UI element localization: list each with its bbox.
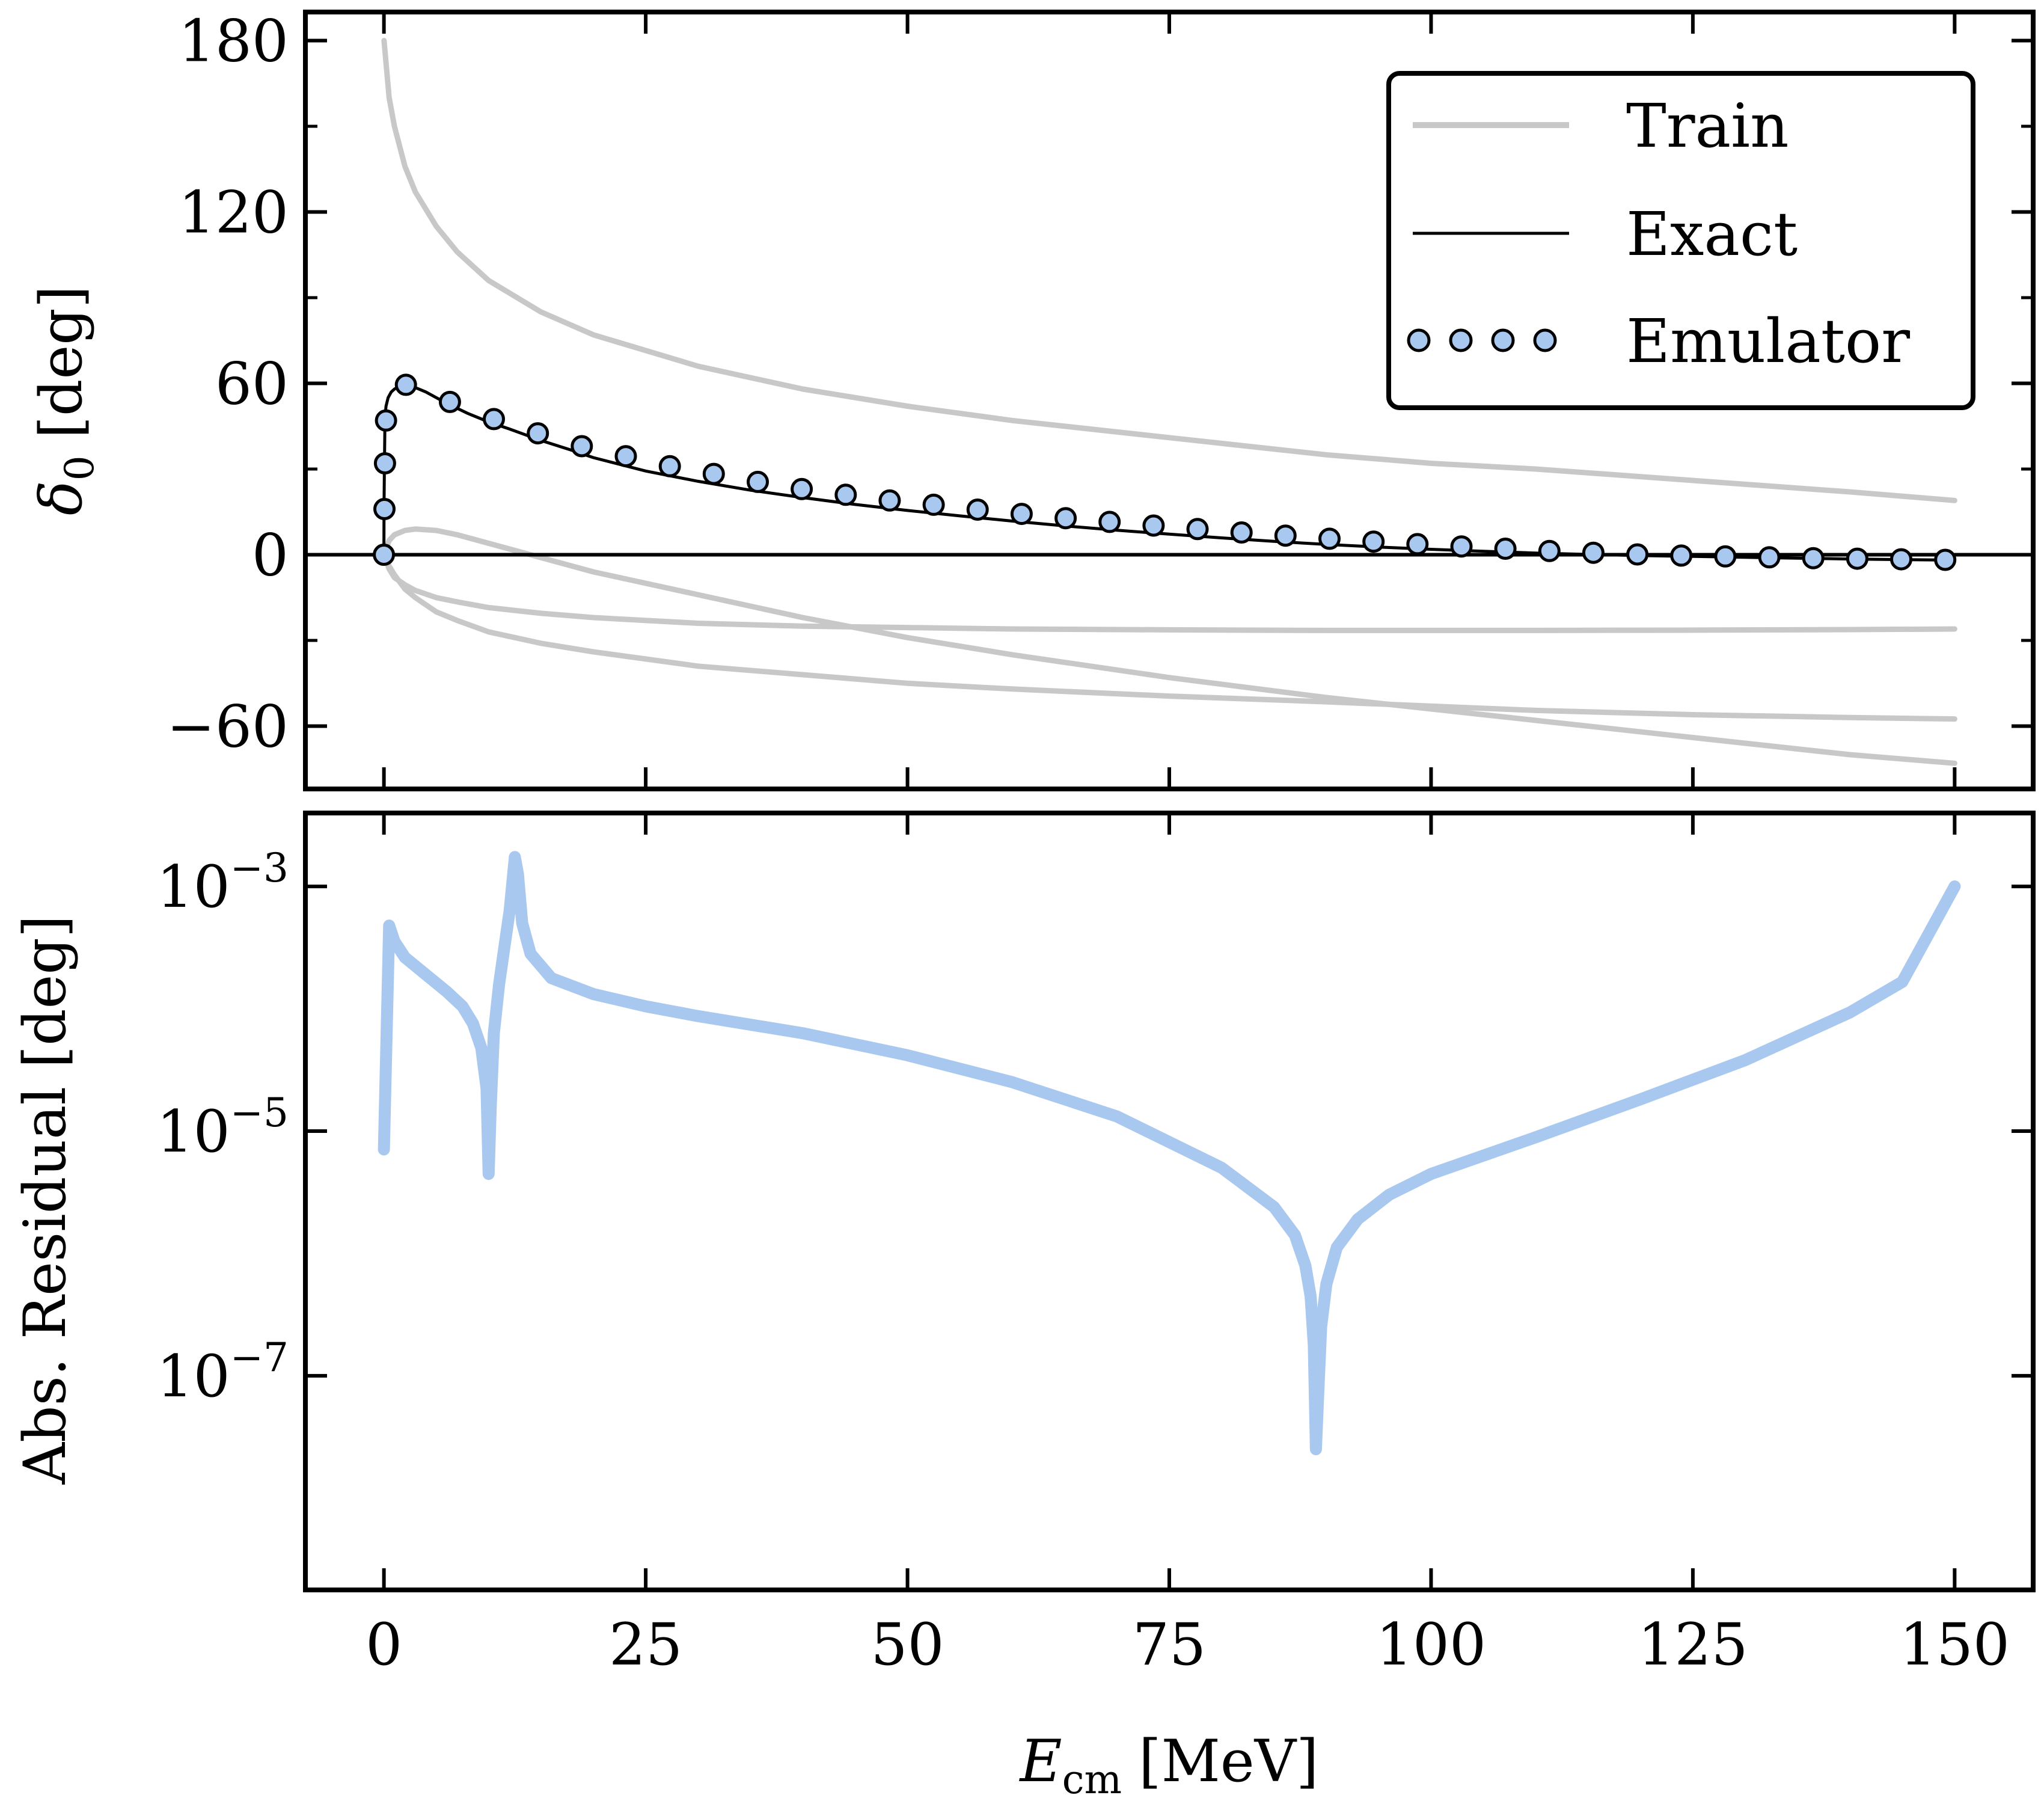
emulator-point [922,493,945,516]
emulator-point [1538,539,1561,562]
emulator-point [834,483,857,506]
xlabel-unit: [MeV] [1139,1728,1318,1795]
emulator-point [438,390,461,413]
legend-emulator-marker [1449,328,1473,352]
emulator-point [747,470,769,493]
top-y-tick-label: −60 [167,693,289,761]
delta-symbol: δ [28,480,95,515]
emulator-point [614,445,637,468]
emulator-point [658,455,681,477]
emulator-point [1714,545,1737,568]
legend-emulator-marker [1491,328,1515,352]
train-line-3 [381,552,1957,633]
x-tick-label: 50 [871,1611,944,1678]
top-y-tick-label: 0 [252,522,289,589]
bottom-y-axis-label: Abs. Residual [deg] [11,915,79,1485]
emulator-point [571,435,593,458]
ylabel-unit: [deg] [28,286,95,439]
bottom-y-tick-label: 10−7 [157,1334,289,1410]
emulator-point [791,477,813,500]
emulator-point [1670,544,1693,567]
top-y-tick-label: 120 [179,179,289,247]
emulator-point [1010,503,1033,526]
emulator-markers [373,373,1957,571]
legend-emulator-marker [1407,328,1431,352]
bottom-ticks [305,813,2033,1590]
legend-box [1386,71,1975,410]
emulator-point [375,409,397,432]
emulator-point [1758,546,1781,569]
emulator-point [1890,548,1912,571]
emulator-point [394,373,417,396]
emulator-point [1494,538,1517,560]
bottom-y-tick-label: 10−3 [157,845,289,921]
train-lines [381,38,1957,766]
x-tick-label: 150 [1900,1611,2010,1678]
emulator-point [1934,548,1957,571]
emulator-point [1362,530,1385,553]
emulator-point [1450,535,1473,558]
legend-exact-label: Exact [1626,199,1798,269]
x-tick-label: 125 [1638,1611,1748,1678]
top-ticks [305,12,2033,789]
train-line-1 [381,38,1957,503]
emulator-point [1098,511,1121,533]
bottom-plot-frame [303,811,2036,1592]
emulator-point [1846,547,1868,570]
legend-emulator-marker [1533,328,1557,352]
x-tick-label: 0 [366,1611,402,1678]
train-line-2 [381,526,1957,766]
emulator-point [1054,507,1077,530]
residual-panel: 10−7 10−5 10−3 0 25 50 75 100 125 150 Abs. Resid… [11,811,2036,1803]
emulator-point [1406,533,1429,556]
x-tick-label: 100 [1376,1611,1486,1678]
emulator-point [1582,541,1605,564]
emulator-point [1802,547,1825,569]
top-y-tick-label: 180 [179,8,289,75]
x-tick-label: 25 [609,1611,682,1678]
emulator-point [702,462,725,485]
legend-train-label: Train [1626,91,1789,161]
top-y-tick-label: 60 [215,351,289,418]
legend-emulator-label: Emulator [1626,306,1910,376]
emulator-point [1318,527,1341,550]
train-line-4 [381,552,1957,722]
x-axis-label: Ecm [MeV] [1019,1728,1319,1803]
emulator-point [966,499,989,521]
emulator-point [1186,518,1209,541]
emulator-point [878,489,901,512]
x-tick-labels: 0 25 50 75 100 125 150 [366,1611,2010,1678]
emulator-point [1230,521,1253,544]
delta-subscript: 0 [57,455,103,480]
emulator-point [373,452,396,474]
bottom-y-tick-labels: 10−7 10−5 10−3 [157,845,289,1410]
emulator-point [527,422,549,445]
top-y-axis-label: δ0 [deg] [28,286,103,515]
x-tick-label: 75 [1133,1611,1206,1678]
top-y-tick-labels: −60 0 60 120 180 [167,8,289,761]
xlabel-subscript: cm [1062,1756,1122,1803]
residual-line [378,851,1961,1455]
emulator-point [1274,524,1297,547]
bottom-y-tick-label: 10−5 [157,1090,289,1165]
emulator-point [1626,543,1649,566]
emulator-point [373,544,396,566]
emulator-point [373,498,396,520]
legend: Train Exact Emulator [1386,71,1975,410]
xlabel-symbol: E [1019,1728,1062,1795]
emulator-point [1142,514,1165,537]
emulator-point [483,408,505,431]
exact-line [382,383,1955,562]
